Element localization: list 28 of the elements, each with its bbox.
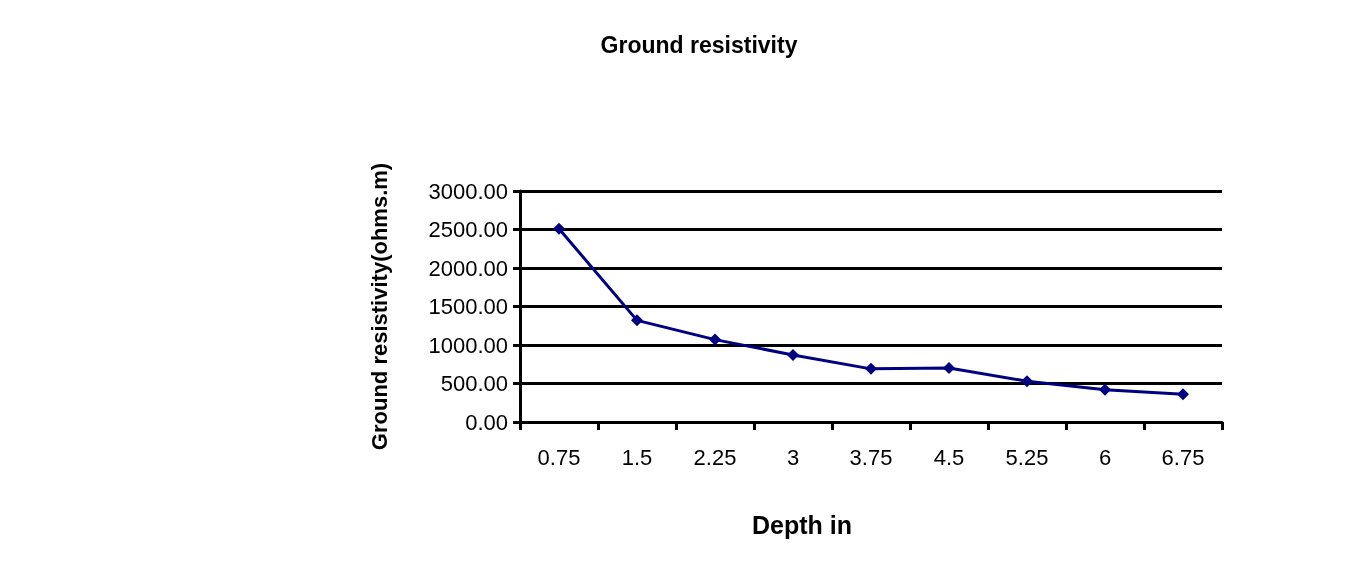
x-tick-label: 5.25 (1005, 444, 1049, 470)
x-tick-label: 0.75 (537, 444, 581, 470)
chart-title: Ground resistivity (600, 31, 798, 58)
x-tick-label: 6.75 (1161, 444, 1205, 470)
point (631, 314, 643, 327)
y-tick-label: 2000.00 (428, 255, 508, 281)
point (553, 222, 565, 235)
point (709, 333, 721, 346)
point (787, 349, 799, 362)
y-tick-label: 2500.00 (428, 217, 508, 242)
y-tick-label: 1500.00 (428, 294, 508, 319)
point (865, 362, 877, 375)
point (1021, 375, 1033, 388)
point (943, 362, 955, 375)
x-tick-label: 2.25 (693, 444, 737, 470)
point (1099, 383, 1111, 396)
x-tick-label: 3 (786, 444, 800, 470)
y-tick-label: 500.00 (440, 371, 508, 396)
point (1177, 388, 1189, 401)
x-tick-label: 1.5 (621, 444, 653, 470)
y-tick-label: 1000.00 (428, 332, 508, 358)
y-tick-label: 0.00 (465, 409, 508, 435)
y-axis-title: Ground resistivity(ohms.m) (366, 162, 392, 451)
y-tick-label: 3000.00 (428, 178, 508, 204)
x-tick-label: 6 (1098, 444, 1112, 470)
x-tick-label: 4.5 (933, 444, 965, 470)
x-tick-label: 3.75 (849, 444, 893, 470)
x-axis-title: Depth in (752, 510, 852, 539)
